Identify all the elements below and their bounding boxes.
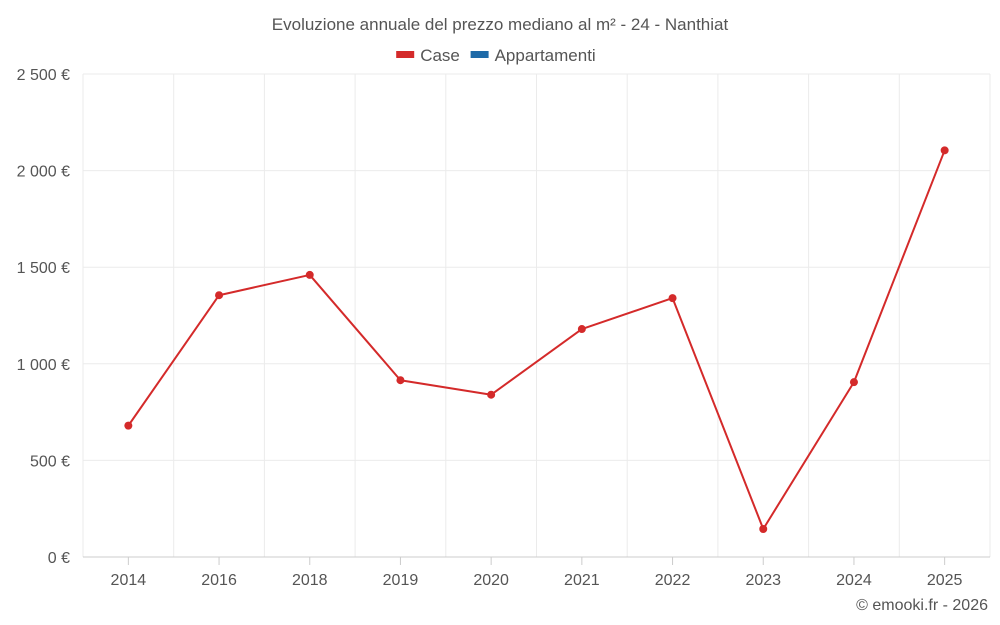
x-tick-label: 2018 xyxy=(292,572,328,589)
x-tick-label: 2022 xyxy=(655,572,691,589)
data-point[interactable] xyxy=(940,146,949,155)
x-tick-label: 2020 xyxy=(473,572,509,589)
axes: 0 € 500 € 1 000 € 1 500 € 2 000 € 2 500 € 2014… xyxy=(17,67,990,589)
x-tick-label: 2025 xyxy=(927,572,963,589)
y-tick-label: 1 000 € xyxy=(17,357,70,374)
legend-label: Case xyxy=(420,46,460,65)
data-point[interactable] xyxy=(124,421,133,430)
y-tick-label: 1 500 € xyxy=(17,260,70,277)
data-point[interactable] xyxy=(849,378,858,387)
legend-item-appartamenti[interactable]: Appartamenti xyxy=(470,46,596,65)
y-tick-label: 2 000 € xyxy=(17,164,70,181)
y-tick-label: 500 € xyxy=(30,453,70,470)
chart-legend: Case Appartamenti xyxy=(396,46,596,65)
x-tick-label: 2023 xyxy=(745,572,781,589)
data-point[interactable] xyxy=(215,291,224,300)
x-tick-label: 2021 xyxy=(564,572,600,589)
grid-lines xyxy=(82,73,991,557)
data-point[interactable] xyxy=(668,294,677,303)
legend-swatch xyxy=(470,51,489,58)
data-point[interactable] xyxy=(577,325,586,334)
chart-title: Evoluzione annuale del prezzo mediano al… xyxy=(272,15,729,34)
legend-item-case[interactable]: Case xyxy=(396,46,460,65)
credit-text: © emooki.fr - 2026 xyxy=(856,597,988,614)
legend-swatch xyxy=(396,51,415,58)
data-point[interactable] xyxy=(396,376,405,385)
y-tick-label: 2 500 € xyxy=(17,67,70,84)
series-line-case xyxy=(127,149,946,530)
data-point[interactable] xyxy=(305,270,314,279)
data-point[interactable] xyxy=(759,524,768,533)
legend-label: Appartamenti xyxy=(495,46,596,65)
x-tick-label: 2024 xyxy=(836,572,872,589)
y-tick-label: 0 € xyxy=(48,550,70,567)
series-layer xyxy=(124,146,949,533)
x-tick-label: 2019 xyxy=(383,572,419,589)
x-tick-label: 2016 xyxy=(201,572,237,589)
x-tick-label: 2014 xyxy=(111,572,147,589)
data-point[interactable] xyxy=(487,390,496,399)
